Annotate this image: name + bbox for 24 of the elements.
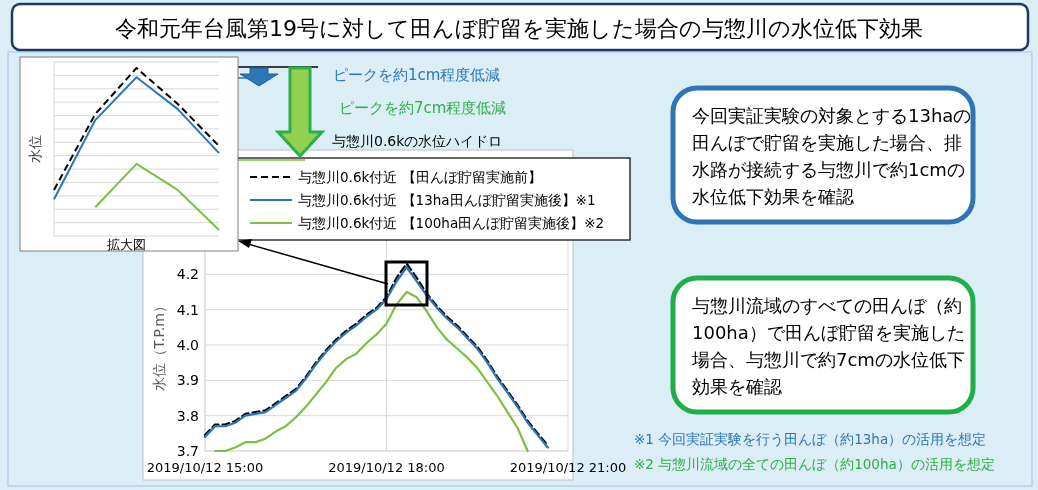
x-tick-label: 2019/10/12 15:00 [146,460,264,475]
legend-label: 与惣川0.6k付近 【13ha田んぼ貯留実施後】※1 [298,192,596,208]
y-tick-label: 4.1 [176,301,199,318]
text: ※1 今回実証実験を行う田んぼ（約13ha）の活用を想定 [634,431,987,447]
y-axis-title: 水位 [27,135,43,163]
x-tick-label: 2019/10/12 18:00 [328,460,445,475]
y-tick-label: 4.2 [176,266,199,283]
line-series [213,290,529,453]
chart-subtitle: 与惣川0.6kの水位ハイドロ [332,133,503,149]
y-tick-label: 4.0 [176,337,199,353]
text: 令和元年台風第19号に対して田んぼ貯留を実施した場合の与惣川の水位低下効果 [115,16,923,41]
text: ※2 与惣川流域の全ての田んぼ（約100ha）の活用を想定 [634,456,995,472]
legend-label: 与惣川0.6k付近 【100ha田んぼ貯留実施後】※2 [298,215,605,231]
y-axis-title: 水位（T.P.m） [151,299,167,391]
text: 今回実証実験の対象とする13haの田んぼで貯留を実施した場合、排水路が接続する与惣川で約1cmの水位低下効果を確認 [692,105,972,207]
text: 与惣川流域のすべての田んぼ（約100ha）で田んぼ貯留を実施した場合、与惣川で約7cmの水位低下効果を確認 [691,295,965,397]
text: ピークを約1cm程度低減 [333,66,501,84]
y-tick-label: 3.8 [176,407,199,424]
y-tick-label: 3.7 [176,443,199,459]
x-axis-title: 拡大図 [107,237,146,252]
legend-label: 与惣川0.6k付近 【田んぼ貯留実施前】 [298,169,542,185]
y-tick-label: 3.9 [176,372,199,389]
text: ピークを約7cm程度低減 [339,99,507,117]
x-tick-label: 2019/10/12 21:00 [509,460,627,475]
